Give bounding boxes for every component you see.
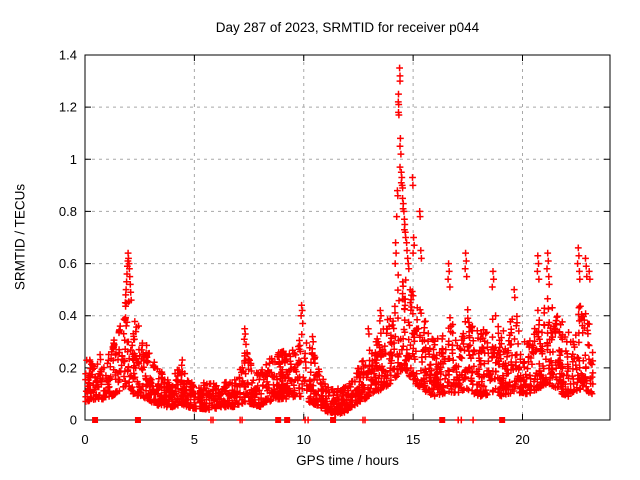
axis-ticks [84, 54, 610, 421]
y-axis-label: SRMTID / TECUs [12, 183, 28, 291]
y-tick-label: 0.8 [59, 204, 77, 219]
x-tick-label: 10 [297, 432, 311, 447]
axis-square-marker [92, 417, 99, 423]
axis-square-marker [499, 417, 506, 423]
x-tick-label: 20 [515, 432, 529, 447]
y-tick-label: 0.4 [59, 308, 77, 323]
x-tick-label: 5 [191, 432, 198, 447]
axis-square-marker [275, 417, 282, 423]
y-tick-label: 1.2 [59, 100, 77, 115]
axis-square-marker [284, 417, 291, 423]
y-tick-label: 1.4 [59, 48, 77, 63]
y-tick-label: 1 [70, 152, 77, 167]
chart-title: Day 287 of 2023, SRMTID for receiver p04… [215, 20, 480, 35]
x-axis-label: GPS time / hours [296, 453, 399, 468]
axis-square-marker [134, 417, 141, 423]
x-tick-label: 0 [81, 432, 88, 447]
scatter-points [82, 64, 597, 424]
y-tick-label: 0.6 [59, 256, 77, 271]
plot-frame [84, 54, 611, 421]
x-tick-label: 15 [406, 432, 420, 447]
axis-square-marker [330, 417, 337, 423]
axis-square-marker [439, 417, 446, 423]
y-tick-label: 0.2 [59, 360, 77, 375]
y-tick-label: 0 [70, 413, 77, 428]
